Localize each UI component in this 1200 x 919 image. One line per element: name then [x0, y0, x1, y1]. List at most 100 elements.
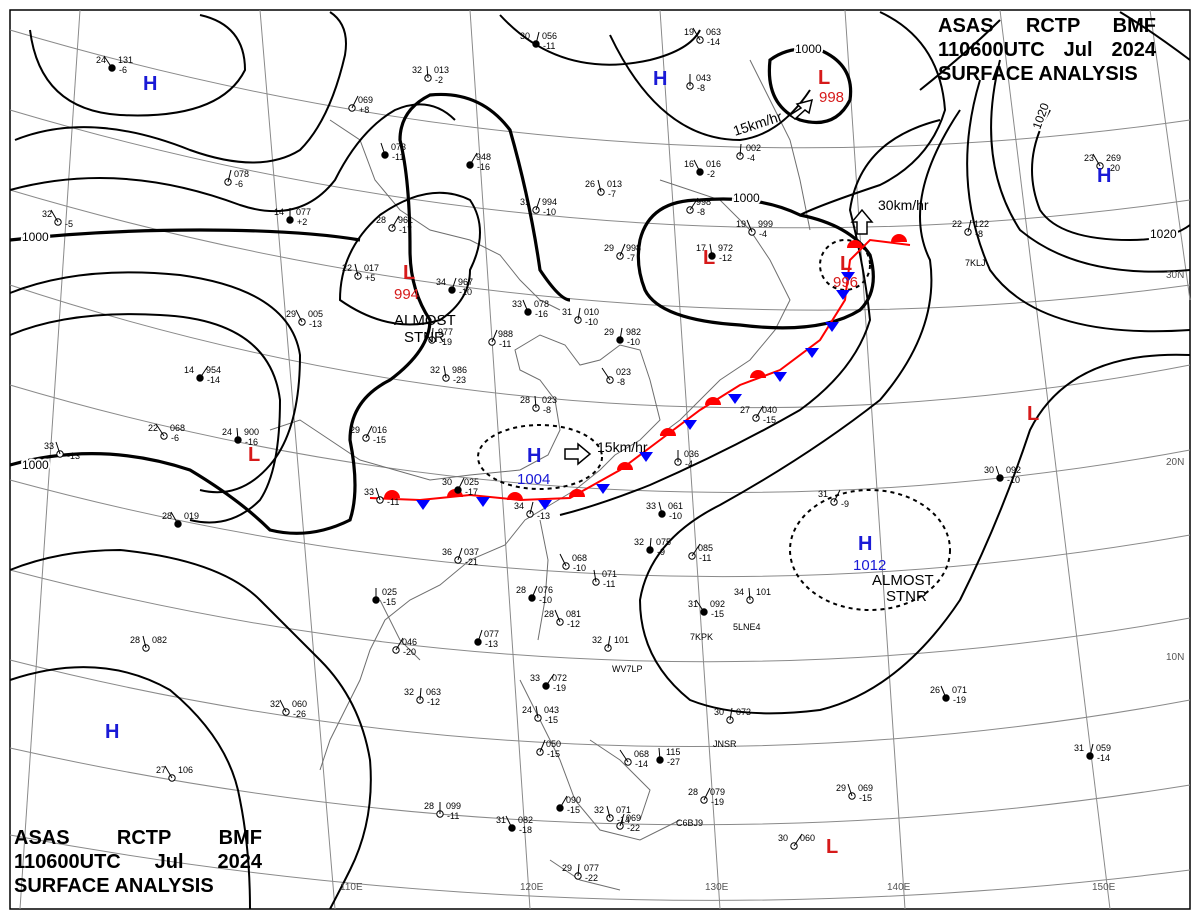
station-plot: 19 999-4 [736, 219, 773, 239]
isobar-line [1119, 11, 1191, 61]
station-plot: 26 071-19 [930, 685, 967, 705]
station-temperature: 27 [740, 405, 750, 415]
station-temperature: 29 [350, 425, 360, 435]
station-temperature: 33 [530, 673, 540, 683]
high-pressure-marker: H [653, 68, 667, 90]
isobar-label: 1000 [733, 191, 760, 205]
wind-barb-icon [545, 673, 555, 687]
station-pressure: 081 [566, 609, 581, 619]
station-temperature: 34 [514, 501, 524, 511]
station-pressure-tendency: -10 [459, 287, 472, 297]
station-pressure-tendency: -19 [439, 337, 452, 347]
dashed-isobars [477, 239, 951, 611]
wind-barb-icon [833, 489, 841, 503]
isobar-low-1000 [636, 197, 875, 330]
station-pressure: 077 [584, 863, 599, 873]
wind-barb-icon [1092, 153, 1101, 167]
ship-callsign: 7KLJ [965, 258, 986, 268]
station-pressure: 063 [706, 27, 721, 37]
station-temperature: 33 [646, 501, 656, 511]
wind-barb-icon [967, 219, 972, 233]
station-temperature: 29 [286, 309, 296, 319]
station-plot: 31 092-15 [688, 599, 725, 619]
high-pressure-value: 1012 [853, 557, 886, 574]
station-pressure: 071 [602, 569, 617, 579]
isobar-line [609, 34, 811, 142]
station-temperature: 29 [604, 243, 614, 253]
station-pressure: 079 [710, 787, 725, 797]
station-temperature: 14 [274, 207, 284, 217]
station-temperature: 24 [222, 427, 232, 437]
wind-barb-icon [522, 299, 529, 313]
station-plot: 22 122-8 [952, 219, 989, 239]
wind-barb-icon [703, 787, 711, 801]
station-pressure: 077 [484, 629, 499, 639]
isobar-label: 1000 [795, 42, 822, 56]
station-pressure: 948 [476, 152, 491, 162]
station-temperature: 28 [162, 511, 172, 521]
station-temperature: 16 [684, 159, 694, 169]
cold-front-triangle [639, 452, 653, 462]
ship-callsign: 7KPK [690, 632, 713, 642]
station-plot: 30 056-11 [520, 31, 557, 51]
station-pressure: 023 [616, 367, 631, 377]
station-pressure-tendency: -13 [485, 639, 498, 649]
station-pressure: 036 [684, 449, 699, 459]
station-pressure: 071 [616, 805, 631, 815]
station-plot: 069+8 [348, 95, 373, 115]
parallel-line [9, 834, 1191, 901]
isobar-1000-main [9, 92, 571, 535]
almost-stnr-label: STNR [886, 588, 927, 605]
station-temperature: 32 [592, 635, 602, 645]
station-temperature: 31 [562, 307, 572, 317]
isobar-line [9, 666, 251, 910]
header-year: 2024 [1111, 39, 1157, 61]
station-pressure: 040 [762, 405, 777, 415]
station-temperature: 30 [778, 833, 788, 843]
station-pressure-tendency: -2 [707, 169, 715, 179]
station-pressure: 131 [118, 55, 133, 65]
wind-barb-icon [451, 277, 457, 291]
station-pressure-tendency: -14 [1097, 753, 1110, 763]
wind-barb-icon [535, 705, 539, 719]
high-pressure-marker: H [105, 721, 119, 743]
station-temperature: 32 [42, 209, 52, 219]
warm-front-semicircle [507, 492, 523, 500]
motion-arrow-icon [788, 98, 814, 120]
header-region: ASAS [14, 827, 70, 849]
station-plot: 34 -13 [514, 501, 550, 521]
almost-stnr-label: ALMOST [394, 312, 456, 329]
station-plot: 24 131-6 [96, 55, 133, 75]
wind-barb-icon [199, 365, 209, 379]
station-pressure: 068 [634, 749, 649, 759]
parallel-line [9, 479, 1191, 578]
dashed-isobar-high-1012 [789, 489, 951, 611]
station-plot: 36 037-21 [442, 547, 479, 567]
station-temperature: 33 [44, 441, 54, 451]
station-pressure: 023 [542, 395, 557, 405]
station-pressure-tendency: -9 [841, 499, 849, 509]
isobar-line [966, 79, 1191, 333]
station-pressure-tendency: -11 [543, 41, 555, 51]
station-plot: 27 040-15 [740, 405, 777, 425]
station-plot: 077-13 [474, 629, 499, 649]
motion-arrows [564, 98, 874, 466]
station-temperature: 29 [836, 783, 846, 793]
station-pressure-tendency: -17 [465, 487, 478, 497]
station-pressure-tendency: -10 [585, 317, 598, 327]
station-pressure: 085 [698, 543, 713, 553]
header-product: BMF [1112, 15, 1156, 37]
chart-header-top: ASAS RCTP BMF 110600UTC Jul 2024 SURFACE… [938, 14, 1156, 86]
almost-stnr-label: ALMOST [872, 572, 934, 589]
station-temperature: 17 [696, 243, 706, 253]
station-pressure: 072 [552, 673, 567, 683]
station-plot: 33 061-10 [646, 501, 683, 521]
station-plot: 023-8 [601, 367, 631, 387]
warm-front-marks [384, 234, 907, 500]
isobar-1000-west [9, 228, 361, 242]
coastline [589, 739, 651, 821]
station-plot: 32 986-23 [430, 365, 467, 385]
station-plot: 998-8 [686, 197, 711, 217]
station-pressure-tendency: -6 [235, 179, 243, 189]
station-pressure: 967 [458, 277, 473, 287]
